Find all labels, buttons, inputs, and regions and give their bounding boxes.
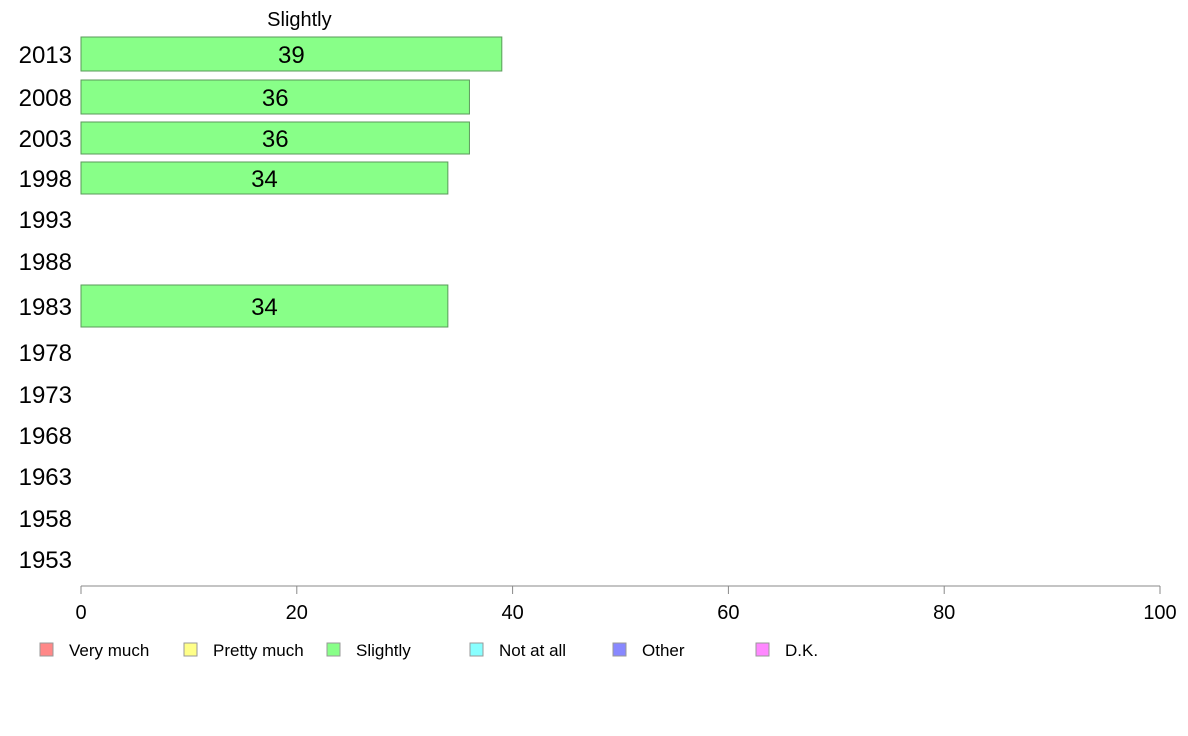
legend-label-2: Pretty much [213, 641, 304, 660]
bar-1998 [80, 161, 449, 195]
legend-swatch-1 [39, 642, 54, 657]
x-tick-label-40: 40 [501, 602, 523, 624]
legend-label-1: Very much [69, 641, 149, 660]
legend-swatch-6 [755, 642, 770, 657]
year-label-2013: 2013 [19, 42, 72, 69]
year-label-1978: 1978 [19, 340, 72, 367]
year-label-2008: 2008 [19, 85, 72, 112]
legend-swatch-5 [612, 642, 627, 657]
year-label-1973: 1973 [19, 382, 72, 409]
legend-label-5: Other [642, 641, 685, 660]
legend-label-4: Not at all [499, 641, 566, 660]
year-label-1993: 1993 [19, 207, 72, 234]
bar-value-label-2003: 36 [262, 126, 289, 153]
x-axis: 0 20 40 60 80 100 [75, 585, 1177, 624]
bar-value-label-1998: 34 [251, 166, 278, 193]
chart-rows: 2013 39 2008 36 2003 36 1998 34 1993 1988 1983 34 19… [19, 36, 503, 574]
bar-2013 [80, 36, 503, 72]
legend-swatch-3 [326, 642, 341, 657]
x-tick-label-20: 20 [286, 602, 308, 624]
x-tick-label-0: 0 [75, 602, 86, 624]
x-tick-label-60: 60 [717, 602, 739, 624]
year-label-1998: 1998 [19, 166, 72, 193]
legend-label-6: D.K. [785, 641, 818, 660]
legend-swatch-2 [183, 642, 198, 657]
bar-2008 [80, 79, 470, 115]
year-label-1988: 1988 [19, 249, 72, 276]
legend-swatch-4 [469, 642, 484, 657]
year-label-1953: 1953 [19, 547, 72, 574]
series-title: Slightly [267, 9, 331, 31]
legend-label-3: Slightly [356, 641, 411, 660]
bar-2003 [80, 121, 470, 155]
year-label-1963: 1963 [19, 464, 72, 491]
x-tick-label-80: 80 [933, 602, 955, 624]
bar-1983 [80, 284, 449, 328]
legend: Very much Pretty much Slightly Not at all Ot… [39, 641, 818, 660]
bar-value-label-1983: 34 [251, 294, 278, 321]
year-label-1983: 1983 [19, 294, 72, 321]
year-label-2003: 2003 [19, 126, 72, 153]
x-tick-label-100: 100 [1143, 602, 1176, 624]
year-label-1958: 1958 [19, 506, 72, 533]
bar-value-label-2008: 36 [262, 85, 289, 112]
bar-value-label-2013: 39 [278, 42, 305, 69]
year-label-1968: 1968 [19, 423, 72, 450]
